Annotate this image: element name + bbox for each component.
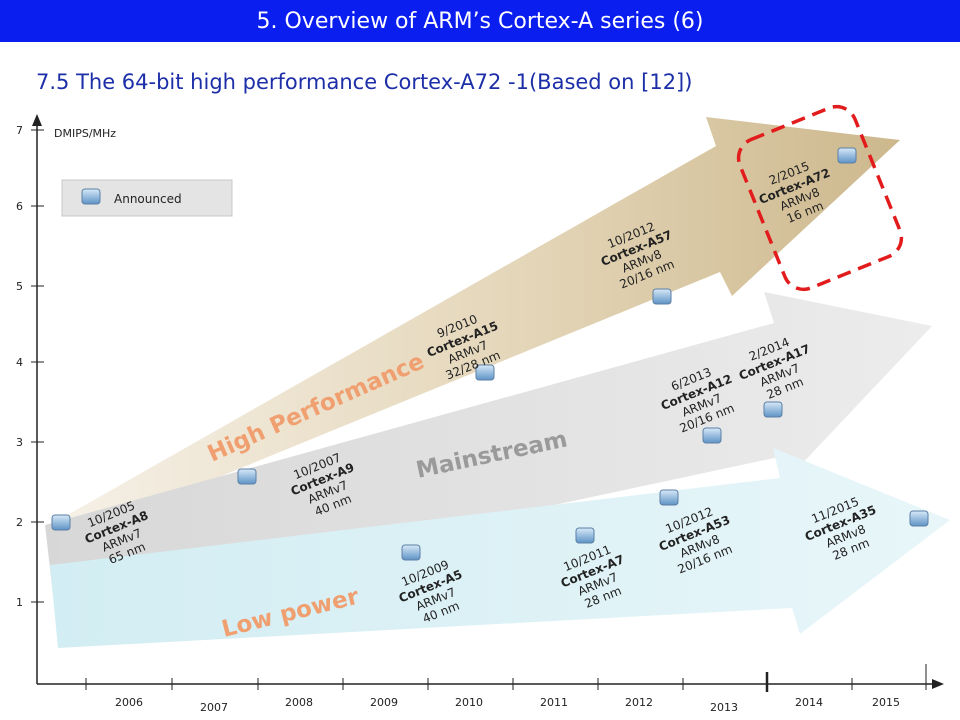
y-axis-arrowhead [32,114,42,126]
chip-icon-cortex-a57 [652,288,672,305]
x-tick-2012: 2012 [625,696,653,709]
y-tick-5: 5 [16,280,23,293]
x-tick-2014: 2014 [795,696,823,709]
chip-icon-cortex-a5 [401,544,421,561]
high-performance-arrow [50,117,900,542]
title-banner: 5. Overview of ARM’s Cortex-A series (6) [0,0,960,42]
low-power-arrow [50,448,950,648]
legend: Announced [61,179,233,217]
x-tick-2007: 2007 [200,701,228,714]
announced-chip-icon [81,188,101,205]
y-tick-1: 1 [16,596,23,609]
chip-icon-cortex-a9 [237,468,257,485]
y-axis-label: DMIPS/MHz [54,127,116,140]
x-ticks [85,664,927,692]
chip-icon-cortex-a15 [475,364,495,381]
x-tick-2015: 2015 [872,696,900,709]
core-markers [51,147,929,561]
chip-icon-cortex-a35 [909,510,929,527]
y-tick-3: 3 [16,436,23,449]
chip-icon-cortex-a8 [51,514,71,531]
x-tick-2008: 2008 [285,696,313,709]
x-tick-2011: 2011 [540,696,568,709]
slide-subtitle: 7.5 The 64-bit high performance Cortex-A… [36,70,693,94]
chip-icon-cortex-a72 [837,147,857,164]
y-tick-2: 2 [16,516,23,529]
y-tick-6: 6 [16,200,23,213]
x-tick-2013: 2013 [710,701,738,714]
chip-icon-cortex-a12 [702,427,722,444]
slide-title: 5. Overview of ARM’s Cortex-A series (6) [256,8,704,34]
core-label-cortex-a8: 10/2005 Cortex-A8 ARMv7 65 nm [83,498,151,566]
mainstream-arrow [45,292,932,612]
x-tick-2010: 2010 [455,696,483,709]
chip-icon-cortex-a7 [575,527,595,544]
x-axis-arrowhead [932,679,944,689]
x-tick-2009: 2009 [370,696,398,709]
y-tick-4: 4 [16,356,23,369]
x-tick-2006: 2006 [115,696,143,709]
y-ticks [31,129,44,603]
chip-icon-cortex-a17 [763,401,783,418]
y-tick-7: 7 [16,124,23,137]
legend-label: Announced [114,192,182,206]
cortex-a72-highlight [736,104,904,292]
chip-icon-cortex-a53 [659,489,679,506]
